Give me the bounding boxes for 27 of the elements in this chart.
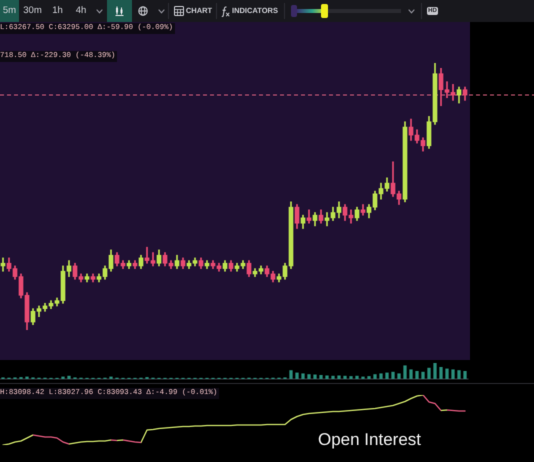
bar bbox=[367, 376, 371, 379]
text: 1h bbox=[51, 4, 64, 18]
bar bbox=[373, 374, 377, 379]
bar bbox=[409, 369, 413, 379]
text: 4h bbox=[74, 4, 88, 18]
bar bbox=[295, 372, 299, 379]
bar bbox=[337, 375, 341, 379]
bar bbox=[433, 363, 437, 379]
text: 30m bbox=[22, 4, 43, 18]
bar bbox=[313, 374, 317, 379]
text: Open Interest bbox=[318, 430, 422, 450]
bar bbox=[439, 367, 443, 379]
bar bbox=[307, 374, 311, 379]
candlestick bbox=[0, 258, 6, 272]
bar bbox=[319, 375, 323, 379]
bar bbox=[463, 371, 467, 379]
candlestick bbox=[306, 210, 312, 224]
bar bbox=[445, 368, 449, 379]
text: 5m bbox=[0, 0, 19, 22]
bar bbox=[457, 370, 461, 379]
bar bbox=[385, 372, 389, 379]
bar bbox=[451, 369, 455, 379]
bar bbox=[415, 371, 419, 379]
bar bbox=[403, 365, 407, 379]
bar bbox=[325, 375, 329, 379]
bar bbox=[349, 376, 353, 379]
bar bbox=[289, 370, 293, 379]
